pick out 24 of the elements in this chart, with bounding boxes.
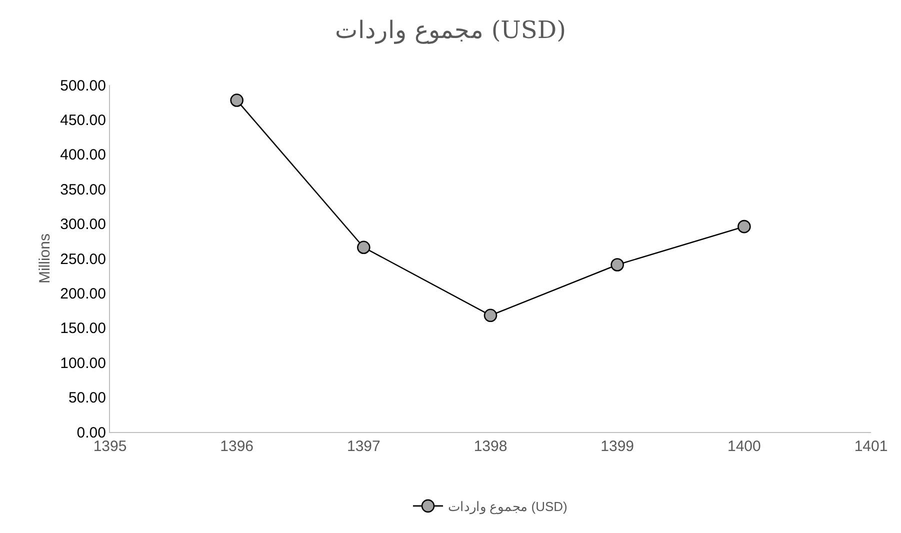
point <box>738 220 751 234</box>
y-tick-label: 350.00 <box>60 181 106 198</box>
y-tick-label: 200.00 <box>60 285 106 302</box>
x-tick-label: 1397 <box>346 438 380 455</box>
x-tick-label: 1398 <box>474 438 508 455</box>
y-tick-label: 450.00 <box>60 112 106 129</box>
y-tick-label: 50.00 <box>68 390 106 407</box>
x-tick-label: 1401 <box>854 438 888 455</box>
y-tick-label: 500.00 <box>60 77 106 94</box>
x-tick-label: 1399 <box>600 438 634 455</box>
chart-title: مجموع واردات (USD) <box>335 16 566 44</box>
y-axis-title: Millions <box>36 233 54 284</box>
y-tick-label: 250.00 <box>60 250 106 268</box>
y-tick-label: 150.00 <box>60 320 106 338</box>
x-tick-label: 1396 <box>220 438 254 455</box>
y-tick-label: 400.00 <box>60 146 106 164</box>
y-tick-label: 100.00 <box>60 354 106 372</box>
legend-label: مجموع واردات (USD) <box>448 499 568 516</box>
point <box>230 94 244 107</box>
y-tick-label: 300.00 <box>60 216 106 234</box>
point <box>610 258 624 272</box>
x-tick-label: 1400 <box>727 438 761 455</box>
point <box>484 308 498 322</box>
point <box>357 240 370 254</box>
